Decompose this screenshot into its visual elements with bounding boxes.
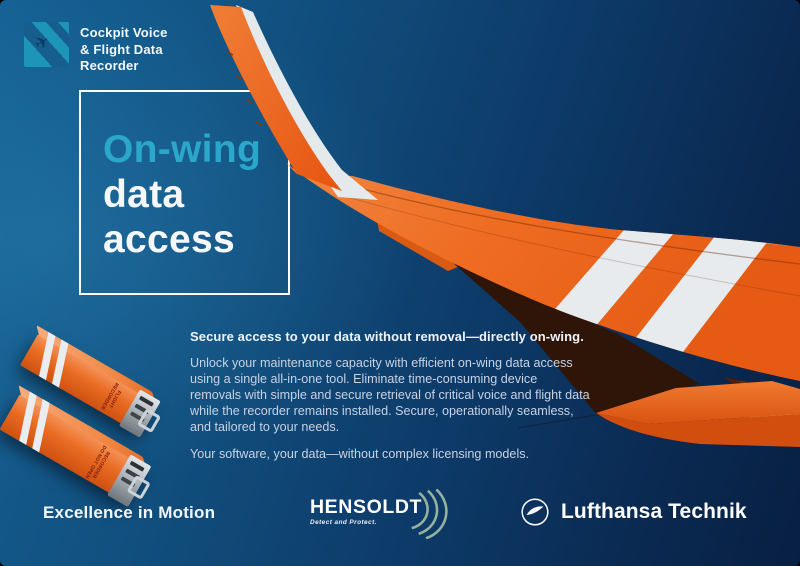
recorder-product-icon: ✈ [24,22,69,67]
hensoldt-arcs-icon [411,489,448,539]
recorder-label: FLIGHT RECORDER [99,381,122,411]
hero-heading: On-wing data access [103,128,262,261]
main-paragraph: Unlock your maintenance capacity with ef… [190,356,590,434]
flap-dark-notch [724,377,800,410]
hensoldt-wordmark: HENSOLDT [310,496,423,518]
tagline: Excellence in Motion [43,503,216,522]
recorder-label: RECORDER DO NOT OPEN [83,443,111,480]
recorder-handle [136,408,161,434]
lufthansa-crane-icon [521,498,549,526]
fairing-cone-top [596,381,800,424]
product-badge-title: Cockpit Voice & Flight Data Recorder [80,25,168,73]
recorder-stripe [32,399,50,453]
wing-panel-lines [343,174,800,297]
hensoldt-logo: HENSOLDT Detect and Protect. [310,489,448,539]
recorder-stripe [52,339,69,388]
body-copy: Secure access to your data without remov… [190,329,590,462]
product-badge: ✈ Cockpit Voice & Flight Data Recorder [24,22,168,75]
hero-heading-accent: On-wing [103,128,262,171]
recorder-handle [126,474,151,500]
lufthansa-technik-logo: Lufthansa Technik [520,497,747,527]
closing-line: Your software, your data—without complex… [190,446,530,461]
wing-flap-tab [377,220,470,271]
fairing-cone-bottom [596,413,800,447]
recorder-end-cap [107,454,152,508]
hensoldt-slogan: Detect and Protect. [310,519,377,526]
recorder-connector-slots [129,460,145,472]
lead-sentence: Secure access to your data without remov… [190,329,584,344]
recorder-stripe [39,331,56,381]
aircraft-icon: ✈ [31,30,54,55]
recorder-connector-slots [138,395,154,407]
lufthansa-wordmark: Lufthansa Technik [561,500,747,523]
recorder-end-cap [118,389,161,438]
flap-white-wedge [740,381,800,444]
